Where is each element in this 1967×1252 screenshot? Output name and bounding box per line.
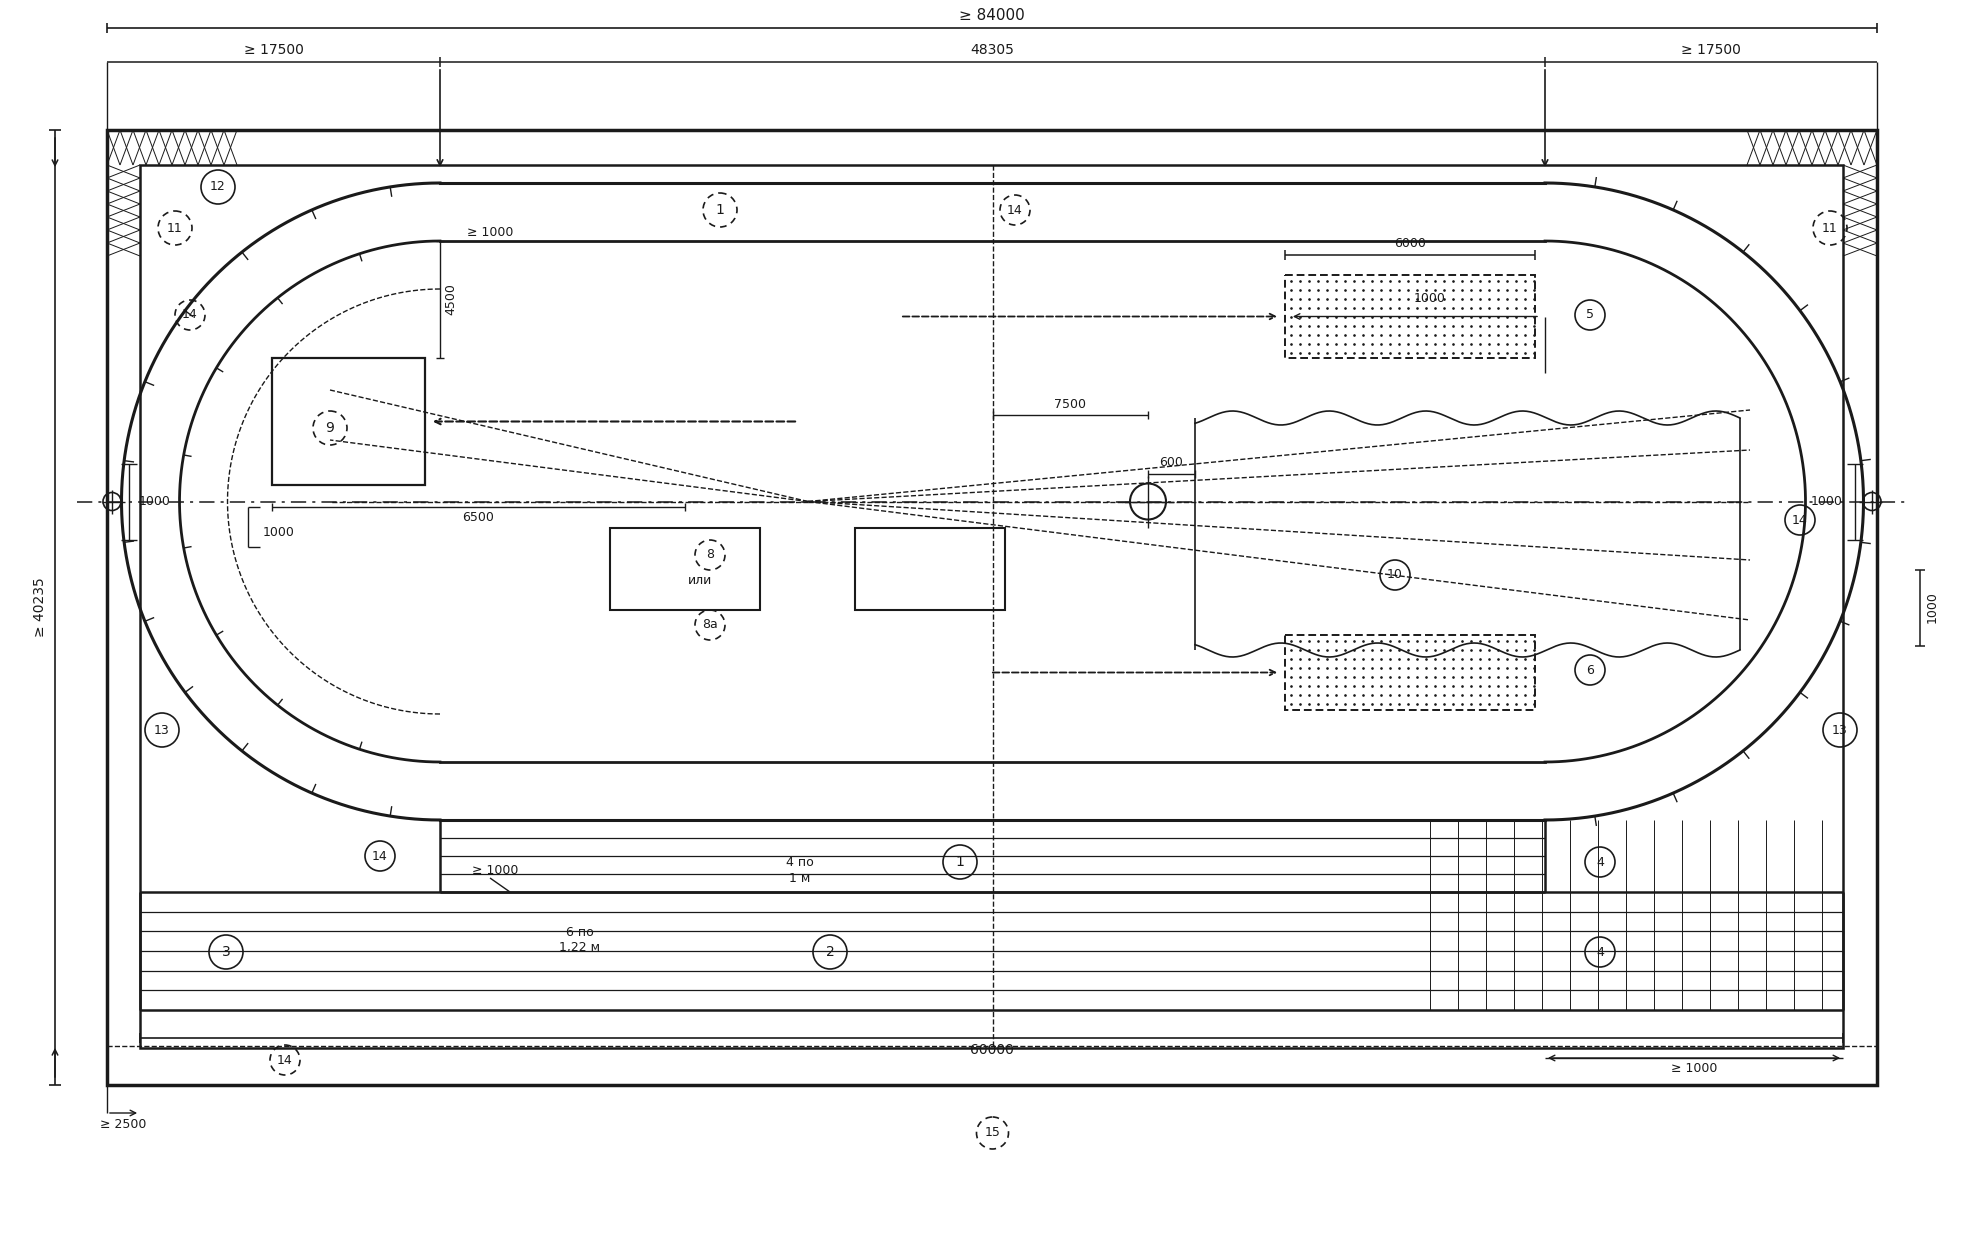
Text: 5: 5 [1585,308,1593,322]
Text: 1000: 1000 [1812,495,1843,508]
Text: 14: 14 [1007,204,1023,217]
Text: 13: 13 [153,724,169,736]
Text: ≥ 17500: ≥ 17500 [1682,43,1741,58]
Text: 4500: 4500 [445,283,456,316]
Text: ≥ 84000: ≥ 84000 [960,8,1025,23]
Bar [610,528,759,610]
Text: 3: 3 [222,945,230,959]
Text: 600: 600 [1161,457,1184,470]
Text: 6: 6 [1585,664,1593,676]
Text: 6500: 6500 [462,511,494,525]
Text: 12: 12 [210,180,226,194]
Text: 1: 1 [716,203,724,217]
Text: 4: 4 [1595,855,1603,869]
Text: 14: 14 [277,1053,293,1067]
Bar [1284,275,1534,358]
Text: 8а: 8а [702,618,718,631]
Text: 60000: 60000 [970,1043,1013,1057]
Text: 7500: 7500 [1054,398,1086,411]
Text: 1000: 1000 [1926,591,1939,623]
Bar [856,528,1005,610]
Text: 4 по
1 м: 4 по 1 м [787,855,814,884]
Text: ≥ 40235: ≥ 40235 [33,577,47,637]
Text: 1000: 1000 [1414,292,1446,304]
Text: 6000: 6000 [1395,237,1426,250]
Text: 11: 11 [1821,222,1837,234]
Text: 14: 14 [1792,513,1808,527]
Text: 2: 2 [826,945,834,959]
Text: 15: 15 [985,1127,1001,1139]
Text: ≥ 1000: ≥ 1000 [472,864,517,876]
Text: или: или [688,573,712,586]
Text: 13: 13 [1831,724,1847,736]
Text: 6 по
1,22 м: 6 по 1,22 м [559,925,600,954]
Text: 11: 11 [167,222,183,234]
Text: ≥ 17500: ≥ 17500 [244,43,303,58]
Text: 10: 10 [1387,568,1402,581]
Text: ≥ 1000: ≥ 1000 [1670,1062,1717,1075]
Text: ≥ 1000: ≥ 1000 [466,225,513,238]
Bar [106,130,1877,1085]
Text: 14: 14 [372,850,387,863]
Bar [1284,635,1534,710]
Text: 1000: 1000 [140,495,171,508]
Text: 14: 14 [183,308,199,322]
Text: ≥ 2500: ≥ 2500 [100,1118,148,1131]
Text: 1: 1 [956,855,964,869]
Text: 4: 4 [1595,945,1603,959]
Bar [140,165,1843,1048]
Text: 48305: 48305 [970,43,1015,58]
Bar [271,358,425,485]
Text: 1000: 1000 [264,527,295,540]
Text: 9: 9 [327,421,334,434]
Text: 8: 8 [706,548,714,561]
